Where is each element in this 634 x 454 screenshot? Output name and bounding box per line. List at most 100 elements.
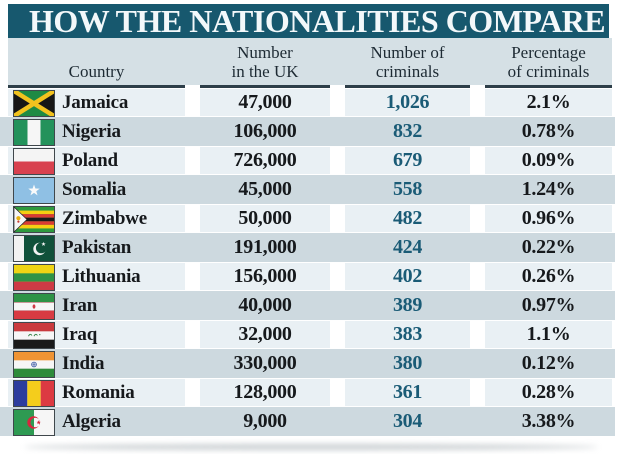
country-name: Poland: [62, 150, 118, 171]
uk-count: 330,000: [233, 352, 297, 374]
uk-count: 106,000: [233, 120, 297, 142]
criminals-percentage: 0.22%: [521, 236, 576, 258]
table-row: Iran 40,000 389 0.97%: [0, 291, 634, 320]
country-cell: Zimbabwe: [8, 205, 185, 233]
title-bar: HOW THE NATIONALITIES COMPARE: [8, 4, 609, 38]
country-name: Nigeria: [62, 121, 121, 142]
flag-nigeria-icon: [13, 119, 55, 146]
criminals-count: 832: [392, 120, 423, 142]
header-rule: [8, 85, 185, 88]
table-row: Jamaica 47,000 1,026 2.1%: [0, 88, 634, 117]
uk-count: 726,000: [200, 147, 330, 174]
country-cell: Iran: [8, 291, 185, 320]
header-rule: [485, 85, 612, 88]
table-row: Pakistan 191,000 424 0.22%: [0, 233, 634, 262]
criminals-count: 389: [392, 294, 423, 316]
criminals-count: 424: [392, 236, 423, 258]
criminals-count: 1,026: [345, 89, 470, 116]
uk-count: 32,000: [200, 321, 330, 348]
criminals-percentage: 0.78%: [521, 120, 576, 142]
flag-pakistan-icon: [13, 235, 55, 262]
country-name: Algeria: [62, 411, 121, 432]
table-header: Country Number in the UK Number of crimi…: [8, 38, 612, 85]
country-name: Jamaica: [62, 92, 129, 113]
uk-count: 45,000: [238, 178, 292, 200]
flag-lithuania-icon: [13, 264, 55, 291]
country-name: Zimbabwe: [62, 208, 147, 229]
country-cell: Poland: [8, 147, 185, 175]
criminals-count: 558: [392, 178, 423, 200]
country-name: Somalia: [62, 179, 127, 200]
criminals-percentage: 1.24%: [521, 178, 576, 200]
criminals-percentage: 0.09%: [485, 147, 612, 174]
country-name: India: [62, 353, 105, 374]
header-rule: [200, 85, 330, 88]
column-header-criminals-line1: Number of: [370, 43, 445, 62]
header-rule: [345, 85, 470, 88]
flag-india-icon: [13, 351, 55, 378]
table-row: Lithuania 156,000 402 0.26%: [0, 262, 634, 291]
country-name: Lithuania: [62, 266, 141, 287]
criminals-count: 402: [345, 263, 470, 290]
table-row: Algeria 9,000 304 3.38%: [0, 407, 634, 436]
criminals-count: 304: [392, 410, 423, 432]
flag-iran-icon: [13, 293, 55, 320]
country-cell: Iraq: [8, 321, 185, 349]
flag-zimbabwe-icon: [13, 206, 55, 233]
criminals-count: 679: [345, 147, 470, 174]
table-row: Zimbabwe 50,000 482 0.96%: [0, 204, 634, 233]
column-header-uk-line1: Number: [237, 43, 293, 62]
table-row: Poland 726,000 679 0.09%: [0, 146, 634, 175]
flag-jamaica-icon: [13, 90, 55, 117]
criminals-percentage: 0.28%: [485, 379, 612, 406]
column-header-uk-line2: in the UK: [231, 62, 299, 81]
column-header-percentage-line1: Percentage: [511, 43, 586, 62]
country-cell: Nigeria: [8, 117, 185, 146]
uk-count: 156,000: [200, 263, 330, 290]
page-title: HOW THE NATIONALITIES COMPARE: [29, 3, 606, 39]
column-header-country: Country: [8, 62, 185, 81]
country-cell: Romania: [8, 379, 185, 407]
column-header-percentage-line2: of criminals: [507, 62, 590, 81]
table-row: Nigeria 106,000 832 0.78%: [0, 117, 634, 146]
table-row: Somalia 45,000 558 1.24%: [0, 175, 634, 204]
flag-iraq-icon: [13, 322, 55, 349]
column-header-percentage: Percentage of criminals: [485, 43, 612, 81]
flag-algeria-icon: [13, 409, 55, 436]
criminals-count: 482: [345, 205, 470, 232]
criminals-percentage: 1.1%: [485, 321, 612, 348]
country-name: Iraq: [62, 324, 98, 345]
country-cell: Jamaica: [8, 89, 185, 117]
uk-count: 128,000: [200, 379, 330, 406]
country-cell: Algeria: [8, 407, 185, 436]
column-header-uk-number: Number in the UK: [200, 43, 330, 81]
uk-count: 9,000: [243, 410, 287, 432]
column-header-criminals-line2: criminals: [375, 62, 440, 81]
country-name: Romania: [62, 382, 135, 403]
table-row: Iraq 32,000 383 1.1%: [0, 320, 634, 349]
criminals-count: 361: [345, 379, 470, 406]
criminals-percentage: 0.12%: [521, 352, 576, 374]
drop-shadow: [24, 444, 598, 450]
criminals-percentage: 3.38%: [521, 410, 576, 432]
flag-somalia-icon: [13, 177, 55, 204]
criminals-percentage: 0.97%: [521, 294, 576, 316]
criminals-percentage: 0.26%: [485, 263, 612, 290]
criminals-percentage: 2.1%: [485, 89, 612, 116]
criminals-count: 383: [345, 321, 470, 348]
uk-count: 47,000: [200, 89, 330, 116]
flag-poland-icon: [13, 148, 55, 175]
criminals-count: 380: [392, 352, 423, 374]
criminals-percentage: 0.96%: [485, 205, 612, 232]
country-cell: Somalia: [8, 175, 185, 204]
table-body: Jamaica 47,000 1,026 2.1% Nigeria 106,00…: [0, 88, 634, 436]
column-header-country-label: Country: [68, 62, 125, 81]
country-cell: India: [8, 349, 185, 378]
country-name: Iran: [62, 295, 98, 316]
uk-count: 191,000: [233, 236, 297, 258]
uk-count: 50,000: [200, 205, 330, 232]
table-row: Romania 128,000 361 0.28%: [0, 378, 634, 407]
flag-romania-icon: [13, 380, 55, 407]
country-cell: Pakistan: [8, 233, 185, 262]
